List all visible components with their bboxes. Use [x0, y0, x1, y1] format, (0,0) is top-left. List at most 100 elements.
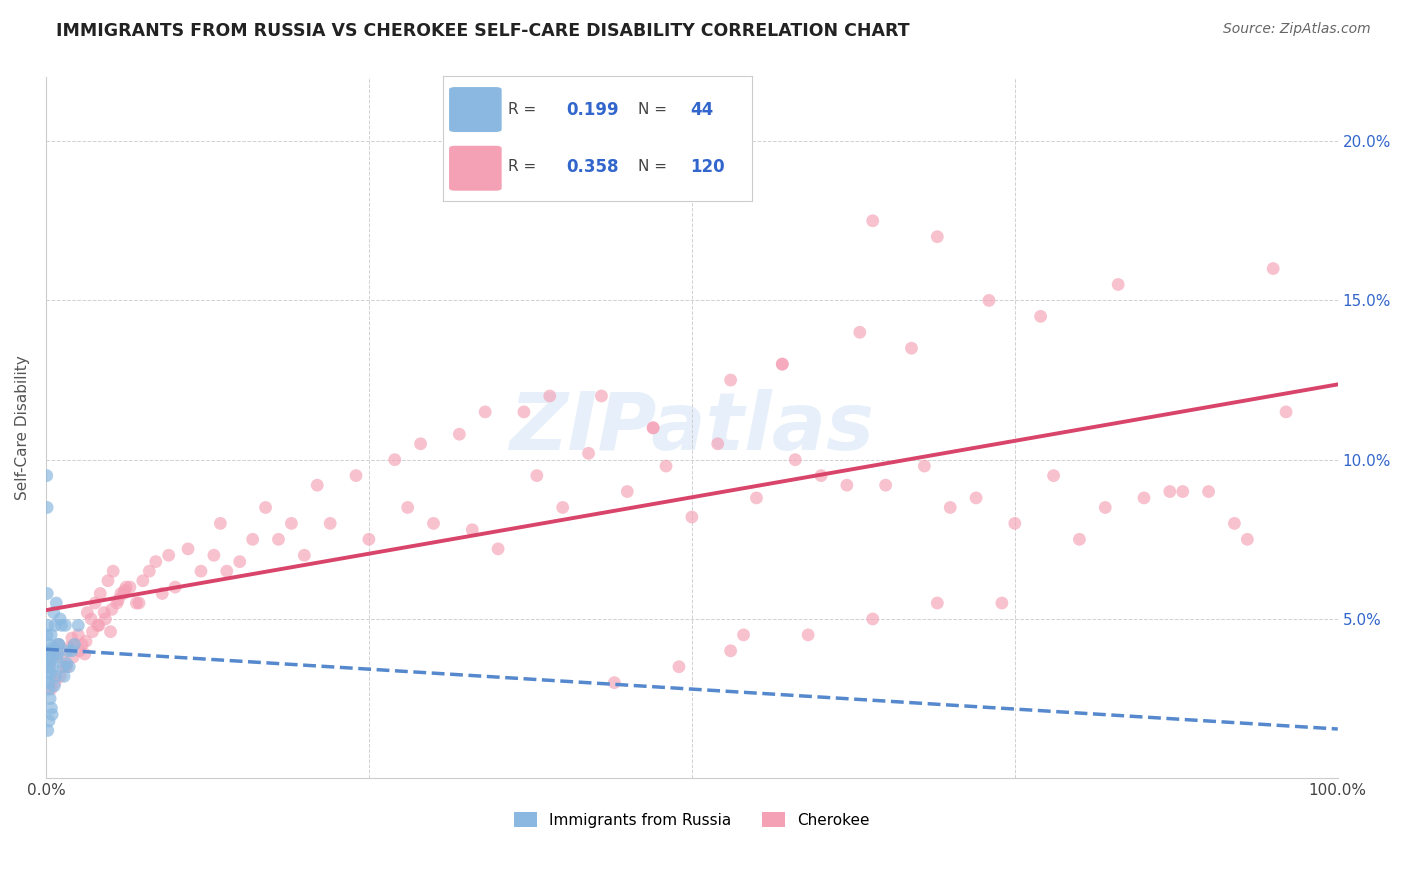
Point: [39, 628, 62, 642]
Point: [965, 491, 987, 505]
Point: [42, 606, 65, 620]
Point: [292, 548, 315, 562]
Point: [770, 357, 793, 371]
Point: [35, 468, 58, 483]
Point: [46, 650, 69, 665]
Point: [603, 675, 626, 690]
Point: [37, 500, 59, 515]
Point: [190, 564, 212, 578]
Point: [229, 555, 252, 569]
Point: [100, 624, 122, 639]
Point: [67, 618, 90, 632]
Point: [422, 516, 444, 531]
Point: [1236, 533, 1258, 547]
Point: [115, 580, 138, 594]
Point: [51, 618, 73, 632]
Point: [82, 624, 104, 639]
Point: [132, 574, 155, 588]
Point: [202, 548, 225, 562]
Point: [41, 650, 63, 665]
Point: [810, 468, 832, 483]
Point: [45, 644, 67, 658]
Point: [474, 405, 496, 419]
Point: [538, 389, 561, 403]
Point: [44, 618, 66, 632]
Point: [706, 436, 728, 450]
Y-axis label: Self-Care Disability: Self-Care Disability: [15, 355, 30, 500]
Point: [643, 421, 665, 435]
Point: [770, 357, 793, 371]
Point: [150, 586, 173, 600]
Point: [89, 586, 111, 600]
Point: [38, 659, 60, 673]
Point: [38, 647, 60, 661]
Point: [319, 516, 342, 531]
Point: [720, 644, 742, 658]
Point: [110, 586, 132, 600]
Point: [1069, 533, 1091, 547]
Point: [526, 468, 548, 483]
Point: [1223, 516, 1246, 531]
Point: [209, 516, 232, 531]
Point: [177, 541, 200, 556]
Point: [37, 659, 59, 673]
Point: [267, 533, 290, 547]
Point: [797, 628, 820, 642]
Point: [38, 675, 60, 690]
Point: [720, 373, 742, 387]
Point: [52, 659, 75, 673]
Point: [39, 644, 62, 658]
Point: [513, 405, 536, 419]
Point: [97, 574, 120, 588]
Point: [76, 606, 98, 620]
Point: [733, 628, 755, 642]
Point: [41, 701, 63, 715]
Point: [616, 484, 638, 499]
Point: [58, 659, 80, 673]
Point: [157, 548, 180, 562]
Point: [67, 628, 90, 642]
Point: [39, 681, 62, 696]
Point: [1198, 484, 1220, 499]
Point: [35, 650, 58, 665]
Point: [48, 637, 70, 651]
Point: [73, 647, 96, 661]
Point: [862, 612, 884, 626]
Point: [93, 606, 115, 620]
Point: [37, 723, 59, 738]
Text: IMMIGRANTS FROM RUSSIA VS CHEROKEE SELF-CARE DISABILITY CORRELATION CHART: IMMIGRANTS FROM RUSSIA VS CHEROKEE SELF-…: [56, 22, 910, 40]
Point: [138, 564, 160, 578]
Point: [1094, 500, 1116, 515]
Point: [118, 580, 141, 594]
Point: [107, 592, 129, 607]
Point: [58, 640, 80, 655]
Point: [39, 666, 62, 681]
Text: 0.358: 0.358: [567, 158, 619, 176]
Point: [939, 500, 962, 515]
Text: 0.199: 0.199: [567, 101, 619, 119]
Point: [280, 516, 302, 531]
Point: [101, 602, 124, 616]
Point: [396, 500, 419, 515]
Point: [63, 637, 86, 651]
Point: [63, 637, 86, 651]
Point: [461, 523, 484, 537]
Point: [125, 596, 148, 610]
Point: [55, 659, 77, 673]
Point: [862, 214, 884, 228]
Point: [45, 669, 67, 683]
Point: [875, 478, 897, 492]
Point: [41, 707, 63, 722]
Point: [254, 500, 277, 515]
Point: [41, 640, 63, 655]
Point: [53, 669, 76, 683]
Point: [1159, 484, 1181, 499]
Point: [80, 612, 103, 626]
Point: [344, 468, 367, 483]
Point: [51, 650, 73, 665]
Point: [745, 491, 768, 505]
Point: [41, 650, 63, 665]
Point: [56, 644, 79, 658]
Point: [112, 586, 135, 600]
Point: [578, 446, 600, 460]
